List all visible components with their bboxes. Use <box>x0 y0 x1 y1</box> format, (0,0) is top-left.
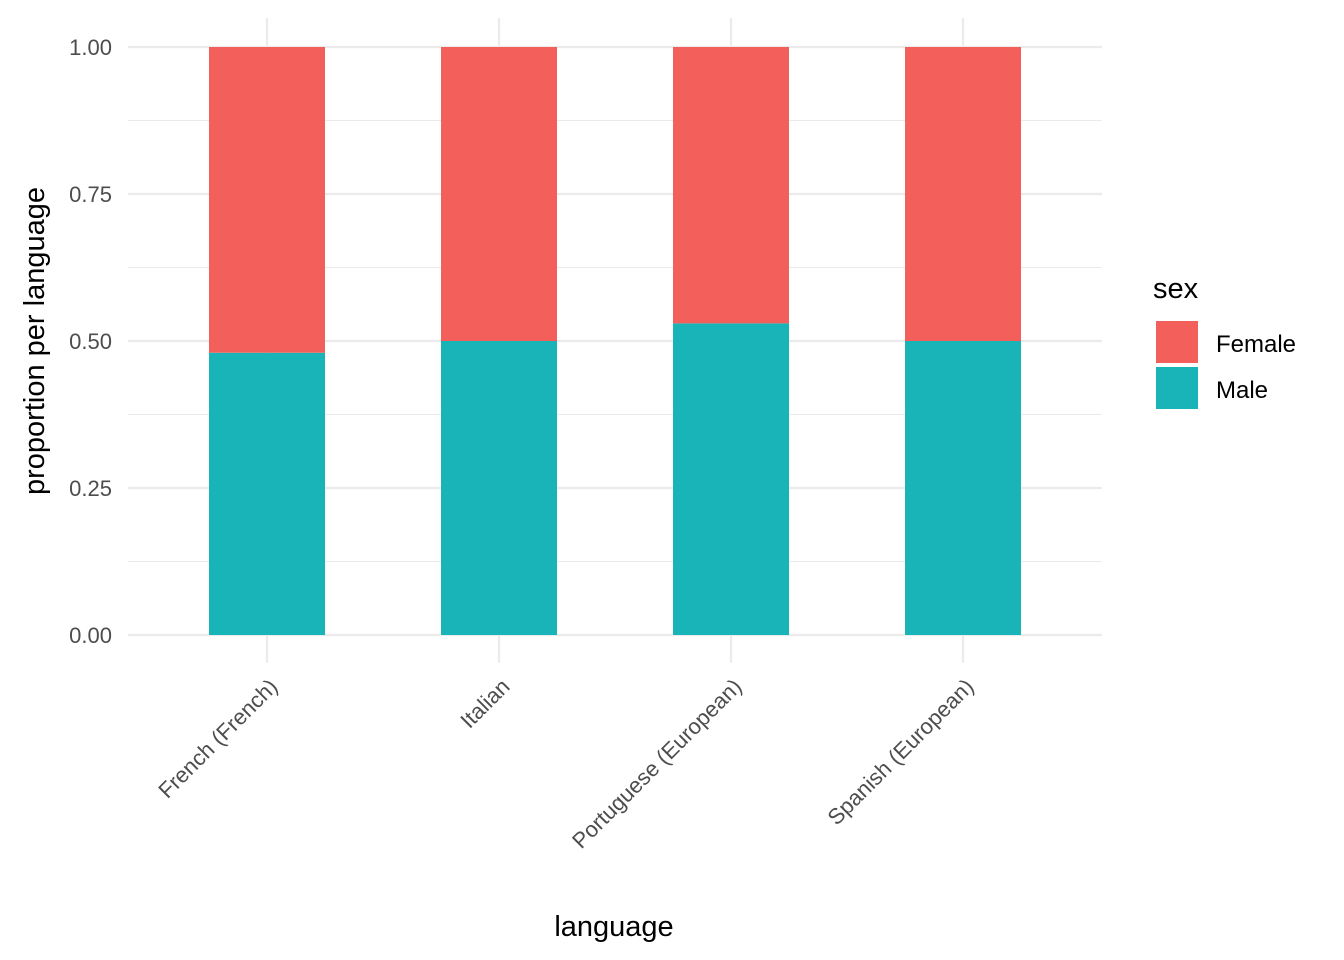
bar-male-0 <box>209 352 325 635</box>
bar-male-2 <box>673 323 789 635</box>
x-axis-ticks: French (French) Italian Portuguese (Europe… <box>153 674 978 853</box>
x-axis-title: language <box>554 911 673 943</box>
y-tick-label: 0.25 <box>69 476 112 501</box>
legend-key-female <box>1156 321 1198 363</box>
y-axis-ticks: 0.00 0.25 0.50 0.75 1.00 <box>69 35 112 648</box>
x-tick-label: Spanish (European) <box>822 674 978 830</box>
legend-label-male: Male <box>1216 377 1268 404</box>
legend-key-male <box>1156 367 1198 409</box>
legend: sex Female Male <box>1153 273 1296 409</box>
y-tick-label: 0.75 <box>69 182 112 207</box>
x-tick-label: French (French) <box>153 674 282 803</box>
legend-title: sex <box>1153 273 1199 305</box>
legend-label-female: Female <box>1216 331 1296 358</box>
x-tick-label: Portuguese (European) <box>567 674 746 853</box>
y-axis-title: proportion per language <box>19 187 51 495</box>
bar-female-3 <box>905 47 1021 341</box>
bar-female-1 <box>441 47 557 341</box>
bar-female-2 <box>673 47 789 324</box>
bars <box>209 47 1021 635</box>
bar-male-3 <box>905 341 1021 635</box>
y-tick-label: 0.00 <box>69 623 112 648</box>
bar-male-1 <box>441 341 557 635</box>
y-tick-label: 0.50 <box>69 329 112 354</box>
x-tick-label: Italian <box>455 674 514 733</box>
y-tick-label: 1.00 <box>69 35 112 60</box>
bar-female-0 <box>209 47 325 353</box>
